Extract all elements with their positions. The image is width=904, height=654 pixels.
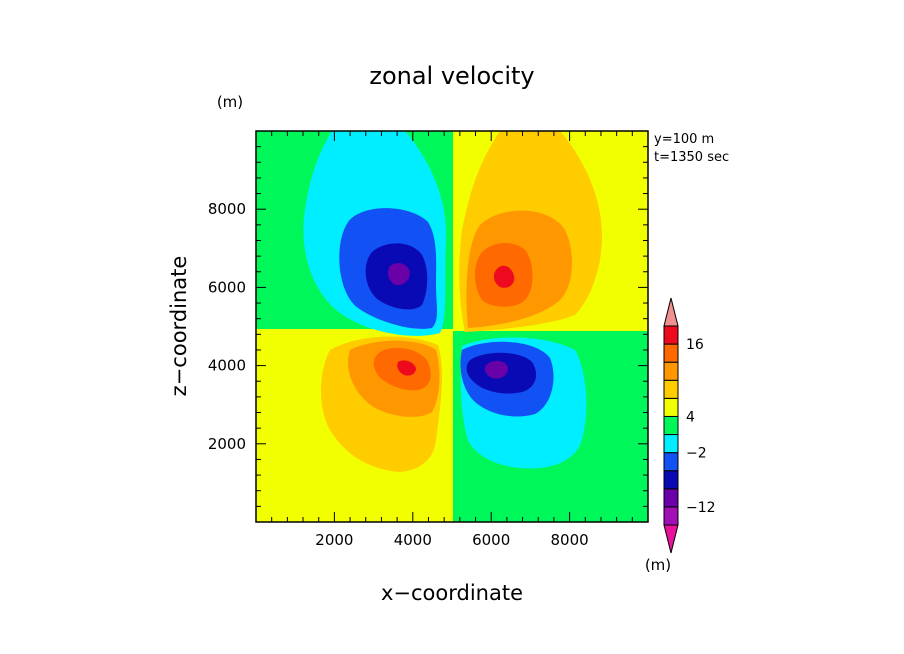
colorbar-label: −12 [686,500,716,516]
x-tick-label: 4000 [394,531,432,549]
colorbar-label: 4 [686,409,695,425]
y-unit-label: (m) [217,93,243,111]
chart-title: zonal velocity [369,62,534,90]
y-tick-labels: 2000 4000 6000 8000 [208,200,246,453]
colorbar-swatch [663,434,679,454]
colorbar-swatch [663,506,679,526]
lobe-ur-red [493,265,515,288]
colorbar-label: −2 [686,446,707,462]
colorbar-swatch [663,470,679,490]
annotation-t: t=1350 sec [654,150,729,165]
y-tick-label: 2000 [208,435,246,453]
x-axis-label: x−coordinate [381,581,523,605]
colorbar-swatch [663,343,679,363]
annotation-y: y=100 m [654,132,714,147]
lobe-lr-purple [484,360,508,379]
colorbar: −12 −2 4 16 [663,297,716,554]
y-tick-label: 4000 [208,357,246,375]
colorbar-swatch [663,452,679,472]
x-tick-label: 6000 [472,531,510,549]
colorbar-unit-label: (m) [645,556,671,574]
lobe-ll-red [397,360,416,376]
x-tick-label: 2000 [315,531,353,549]
contour-fields [256,131,648,522]
colorbar-top-arrow [663,297,679,327]
colorbar-swatch [663,415,679,436]
colorbar-swatch [663,397,679,417]
y-tick-label: 6000 [208,278,246,296]
colorbar-label: 16 [686,337,704,353]
x-tick-label: 8000 [551,531,589,549]
colorbar-swatch [663,379,679,399]
plot-frame [255,130,649,523]
colorbar-swatch [663,488,679,508]
colorbar-swatch [663,361,679,381]
y-axis-label: z−coordinate [167,256,191,397]
lobe-ul-purple [388,263,410,286]
colorbar-swatch [663,325,679,345]
colorbar-bottom-arrow [663,524,679,554]
x-tick-labels: 2000 4000 6000 8000 [315,531,588,549]
axis-ticks [256,131,648,522]
y-tick-label: 8000 [208,200,246,218]
